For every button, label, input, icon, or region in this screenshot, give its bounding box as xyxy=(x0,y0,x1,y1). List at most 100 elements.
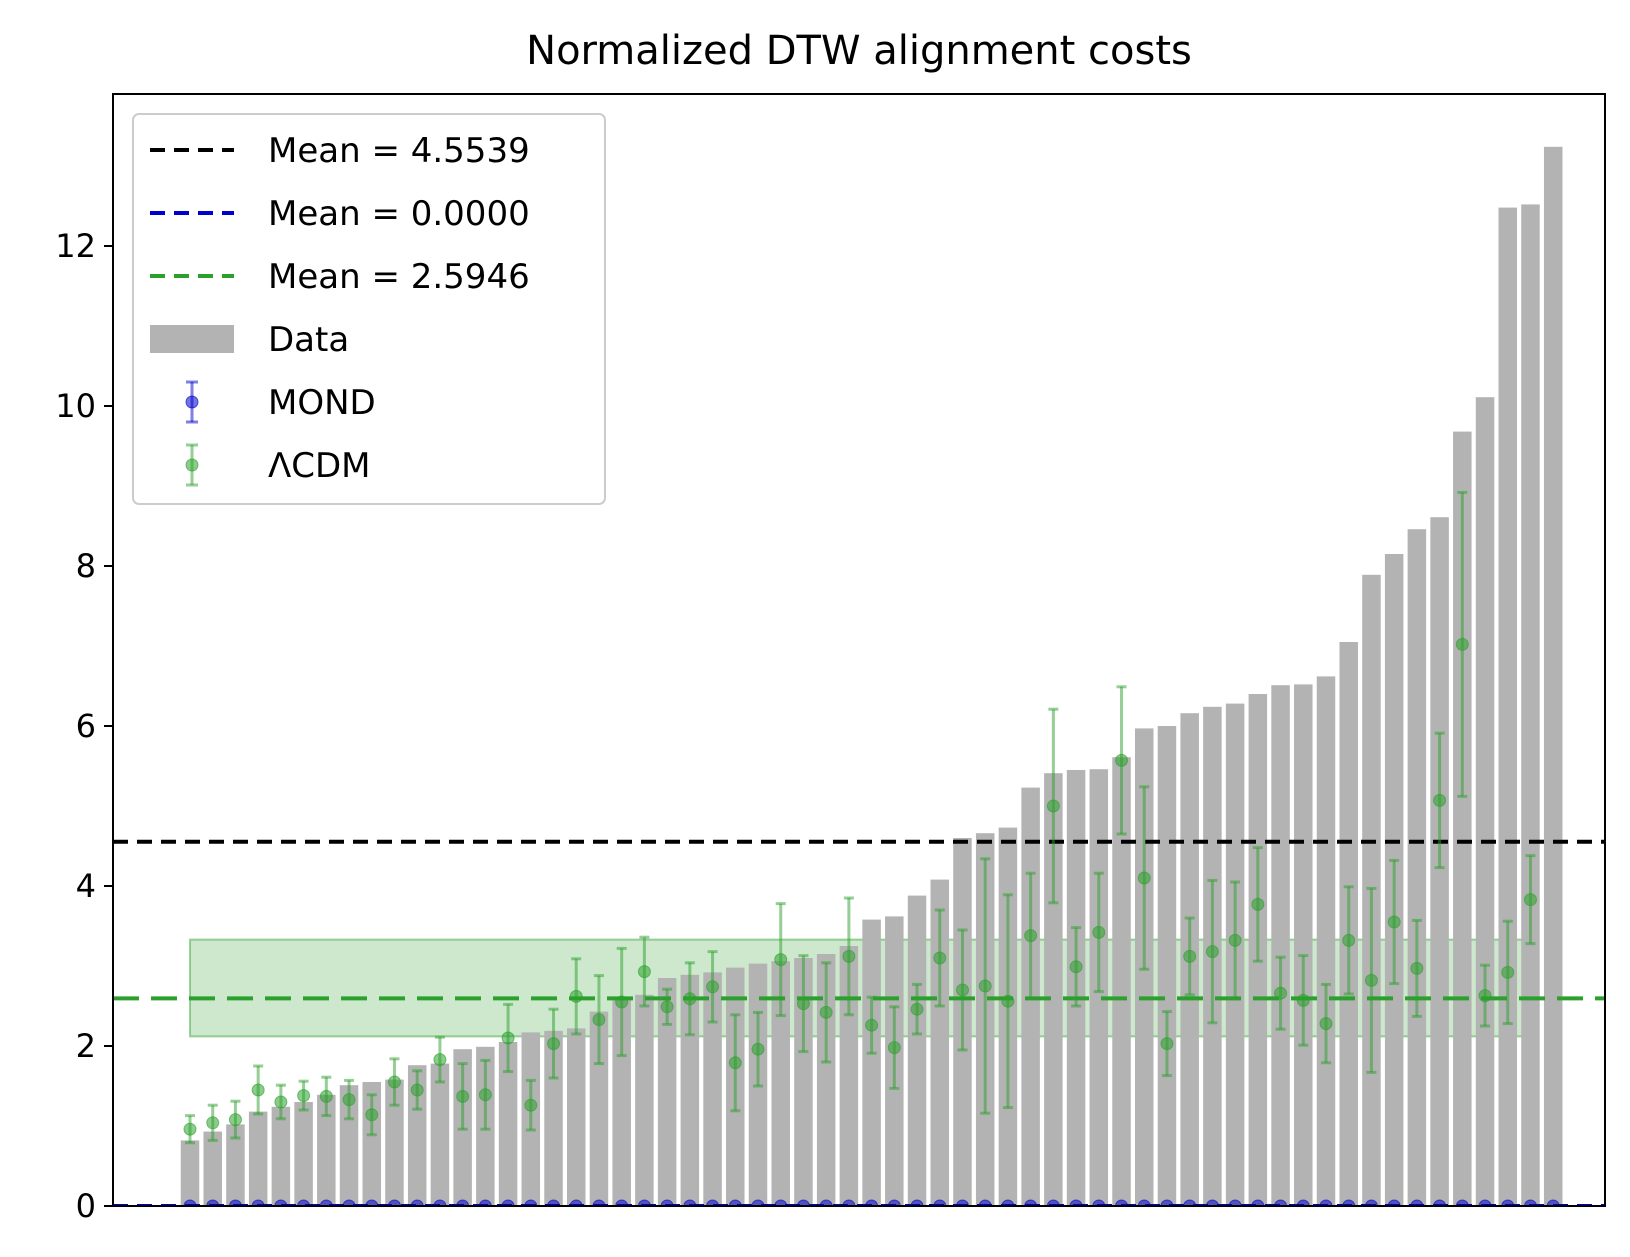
legend: Mean = 4.5539 Mean = 0.0000 Mean = 2.5946 D… xyxy=(132,113,606,505)
lcdm-point xyxy=(1069,960,1083,974)
lcdm-point xyxy=(683,992,697,1006)
lcdm-point xyxy=(1092,925,1106,939)
lcdm-point xyxy=(706,980,720,994)
lcdm-point xyxy=(819,1005,833,1019)
legend-label: Mean = 0.0000 xyxy=(268,194,530,234)
data-bar xyxy=(1294,684,1313,1206)
mond-point xyxy=(206,1199,220,1206)
y-tick-label: 6 xyxy=(76,707,96,745)
y-axis: 0 2 4 6 8 10 12 xyxy=(55,227,113,1225)
data-bar xyxy=(385,1079,404,1206)
data-bar xyxy=(816,954,836,1206)
lcdm-point xyxy=(387,1075,401,1089)
lcdm-point xyxy=(751,1042,765,1056)
lcdm-point xyxy=(1455,637,1469,651)
lcdm-point xyxy=(933,951,947,965)
mond-point xyxy=(1092,1199,1106,1206)
y-tick-label: 12 xyxy=(55,227,96,265)
mond-point xyxy=(1046,1199,1060,1206)
mond-point xyxy=(1364,1199,1378,1206)
lcdm-point xyxy=(206,1116,220,1130)
data-bar xyxy=(1543,146,1563,1206)
lcdm-point xyxy=(955,983,969,997)
mond-point xyxy=(1183,1199,1197,1206)
mond-point xyxy=(910,1199,924,1206)
lcdm-point xyxy=(1342,933,1356,947)
mond-point xyxy=(387,1199,401,1206)
mond-point xyxy=(1296,1199,1310,1206)
data-bar xyxy=(1044,773,1063,1206)
lcdm-point xyxy=(569,989,583,1003)
lcdm-point xyxy=(637,965,651,979)
lcdm-point xyxy=(410,1083,424,1097)
mond-point xyxy=(365,1199,379,1206)
mond-point xyxy=(1024,1199,1038,1206)
lcdm-point xyxy=(1274,986,1288,1000)
mond-point xyxy=(842,1199,856,1206)
mond-point xyxy=(615,1199,629,1206)
y-tick-label: 4 xyxy=(76,867,96,905)
lcdm-point xyxy=(183,1122,197,1136)
mond-point xyxy=(819,1199,833,1206)
mond-point xyxy=(1342,1199,1356,1206)
mond-point xyxy=(274,1199,288,1206)
lcdm-point xyxy=(547,1037,561,1051)
mond-point xyxy=(183,1199,197,1206)
mond-point xyxy=(547,1199,561,1206)
mond-point xyxy=(410,1199,424,1206)
data-bar xyxy=(544,1030,563,1206)
lcdm-point xyxy=(1001,994,1015,1008)
lcdm-point xyxy=(297,1089,311,1103)
legend-bar-swatch xyxy=(150,325,234,353)
data-bar xyxy=(248,1111,268,1206)
data-bar xyxy=(339,1085,359,1206)
mond-point xyxy=(1228,1199,1242,1206)
mond-point xyxy=(774,1199,788,1206)
lcdm-series-layer xyxy=(183,490,1537,1145)
legend-label: Data xyxy=(268,320,349,360)
lcdm-point xyxy=(433,1053,447,1067)
lcdm-point xyxy=(1410,961,1424,975)
mond-point xyxy=(478,1199,492,1206)
data-bar xyxy=(430,1063,450,1206)
data-bar xyxy=(180,1140,200,1206)
data-bar xyxy=(294,1102,313,1206)
lcdm-point xyxy=(1251,897,1265,911)
mond-point xyxy=(1001,1199,1015,1206)
lcdm-point xyxy=(501,1031,515,1045)
mond-point xyxy=(1387,1199,1401,1206)
mond-point xyxy=(1319,1199,1333,1206)
y-tick-label: 2 xyxy=(76,1027,96,1065)
mond-point xyxy=(1205,1199,1219,1206)
mond-point xyxy=(1160,1199,1174,1206)
data-bar xyxy=(1407,529,1427,1206)
lcdm-point xyxy=(1478,989,1492,1003)
mond-point xyxy=(933,1199,947,1206)
mond-series-layer xyxy=(183,1199,1560,1206)
y-tick-label: 0 xyxy=(76,1187,96,1225)
lcdm-point xyxy=(1228,933,1242,947)
lcdm-point xyxy=(592,1013,606,1027)
lcdm-point xyxy=(1433,793,1447,807)
legend-point-swatch xyxy=(185,395,199,409)
legend-label: Mean = 2.5946 xyxy=(268,257,530,297)
mond-point xyxy=(433,1199,447,1206)
mond-point xyxy=(1069,1199,1083,1206)
lcdm-point xyxy=(660,1000,674,1014)
mond-point xyxy=(1274,1199,1288,1206)
data-bar xyxy=(680,974,700,1206)
lcdm-point xyxy=(910,1002,924,1016)
mond-point xyxy=(592,1199,606,1206)
data-bar xyxy=(1475,397,1495,1206)
lcdm-point xyxy=(478,1088,492,1102)
lcdm-point xyxy=(1115,753,1129,767)
mond-point xyxy=(683,1199,697,1206)
lcdm-point xyxy=(796,997,810,1011)
axes-frame xyxy=(112,93,1606,1207)
bar-layer xyxy=(180,146,1563,1207)
data-bar xyxy=(657,978,677,1206)
data-bar xyxy=(271,1106,291,1206)
mond-point xyxy=(751,1199,765,1206)
lcdm-point xyxy=(251,1083,265,1097)
